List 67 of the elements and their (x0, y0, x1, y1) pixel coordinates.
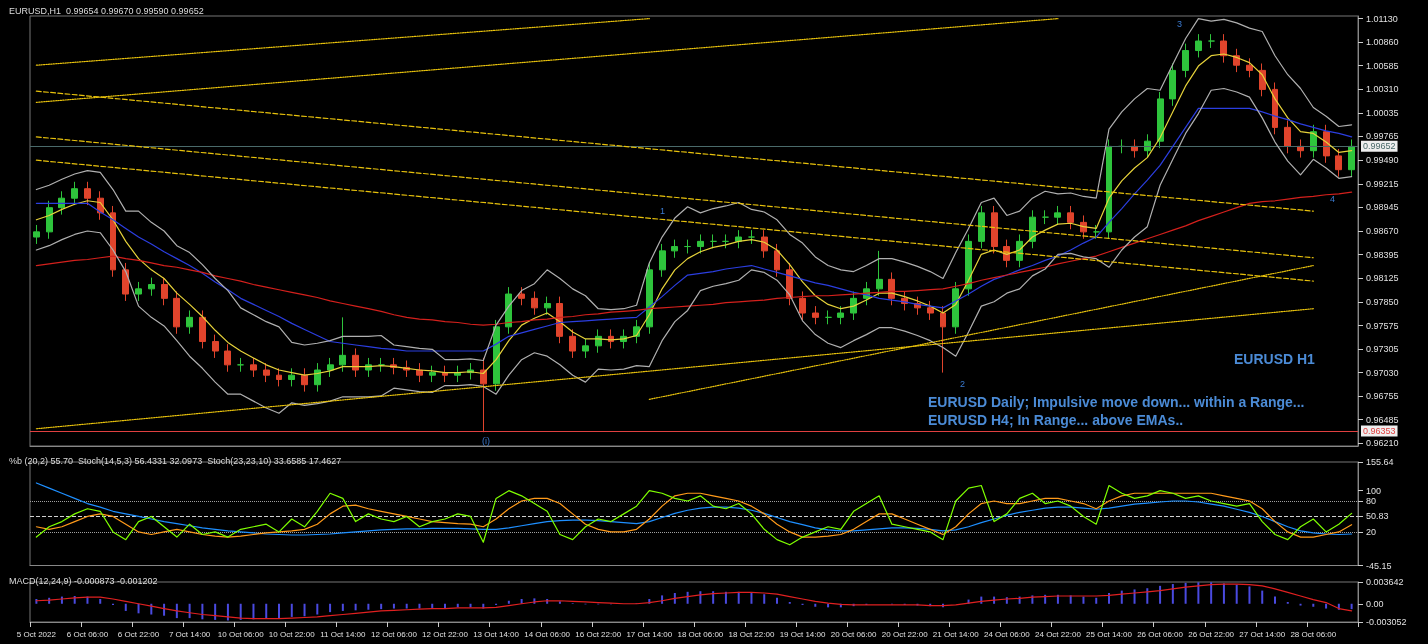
y-tick-label: 0.96755 (1366, 391, 1399, 402)
annotation: 3 (1177, 18, 1183, 29)
y-tick-label: 0.98670 (1366, 226, 1399, 236)
y-tick-label: 0.98395 (1366, 249, 1399, 260)
x-tick-label: 18 Oct 22:00 (728, 629, 775, 639)
y-tick-label: 80 (1366, 495, 1377, 506)
y-tick-label: 0.99490 (1366, 155, 1399, 166)
y-tick-label: 0.96210 (1366, 438, 1399, 449)
chart-title: %b (20,2) 55.70 Stoch(14,5,3) 56.4331 32.0973 Stoch(23,23,10) 33.6585 17.4627 (9, 455, 342, 466)
y-tick-label: 1.01130 (1366, 13, 1398, 24)
chart-title: EURUSD,H1 0.99654 0.99670 0.99590 0.99652 (9, 5, 204, 16)
y-tick-label: 0.97305 (1366, 343, 1399, 354)
x-tick-label: 27 Oct 14:00 (1239, 629, 1286, 639)
x-tick-label: 6 Oct 22:00 (117, 629, 160, 639)
y-tick-label: 0.99215 (1366, 178, 1399, 189)
x-tick-label: 7 Oct 14:00 (168, 629, 211, 639)
y-tick-label: 1.00035 (1366, 108, 1399, 119)
y-tick-label: 0.96485 (1366, 414, 1399, 425)
y-tick-label: 0.98125 (1366, 273, 1399, 284)
annotation: EURUSD Daily; Impulsive move down... within a Range... (928, 394, 1305, 410)
x-tick-label: 20 Oct 06:00 (830, 629, 878, 639)
annotation: EURUSD H1 (1234, 351, 1316, 367)
x-tick-label: 5 Oct 2022 (16, 629, 57, 639)
x-tick-label: 13 Oct 14:00 (473, 629, 520, 639)
x-tick-label: 18 Oct 06:00 (677, 629, 724, 639)
x-tick-label: 12 Oct 22:00 (422, 629, 469, 639)
x-tick-label: 26 Oct 06:00 (1137, 629, 1184, 639)
x-tick-label: 24 Oct 22:00 (1035, 629, 1082, 639)
y-tick-label: 0.99765 (1366, 131, 1399, 142)
x-tick-label: 12 Oct 06:00 (371, 629, 418, 639)
chart-title: MACD(12,24,9) -0.000873 -0.001202 (9, 575, 158, 586)
y-tick-label: 20 (1366, 526, 1377, 537)
x-tick-label: 19 Oct 14:00 (779, 629, 826, 639)
y-tick-label: -0.003052 (1366, 617, 1407, 627)
y-tick-label: 0.97030 (1366, 367, 1399, 378)
x-tick-label: 16 Oct 22:00 (575, 629, 622, 639)
annotation: 4 (1330, 193, 1336, 204)
x-tick-label: 17 Oct 14:00 (626, 629, 673, 639)
x-tick-label: 26 Oct 22:00 (1188, 629, 1235, 639)
x-tick-label: 6 Oct 06:00 (66, 629, 109, 639)
annotation: (i) (482, 435, 490, 446)
x-tick-label: 21 Oct 14:00 (932, 629, 980, 639)
annotation: 1 (660, 205, 666, 216)
y-tick-label: -45.15 (1366, 560, 1392, 571)
y-tick-label: 0.97850 (1366, 296, 1399, 307)
y-tick-label: 0.00 (1366, 598, 1384, 609)
y-tick-label: 0.97575 (1366, 320, 1399, 331)
y-tick-label: 1.00310 (1366, 84, 1399, 95)
ref-line-label: 0.96353 (1363, 426, 1396, 437)
x-tick-label: 11 Oct 14:00 (320, 629, 366, 639)
y-tick-label: 1.00860 (1366, 36, 1399, 47)
ref-line-label: 0.99652 (1363, 141, 1396, 152)
x-tick-label: 25 Oct 14:00 (1086, 629, 1133, 639)
y-tick-label: 155.64 (1366, 457, 1394, 467)
y-tick-label: 1.00585 (1366, 60, 1399, 71)
y-tick-label: 50.83 (1366, 511, 1389, 522)
x-tick-label: 14 Oct 06:00 (524, 629, 571, 639)
x-tick-label: 10 Oct 22:00 (268, 629, 316, 639)
annotation: 2 (960, 378, 966, 389)
y-tick-label: 0.98945 (1366, 202, 1399, 213)
x-tick-label: 10 Oct 06:00 (217, 629, 265, 639)
y-tick-label: 100 (1366, 485, 1382, 496)
x-tick-label: 20 Oct 22:00 (881, 629, 929, 639)
y-tick-label: 0.003642 (1366, 577, 1404, 587)
x-tick-label: 28 Oct 06:00 (1290, 629, 1337, 639)
x-tick-label: 24 Oct 06:00 (983, 629, 1031, 639)
annotation: EURUSD H4; In Range... above EMAs.. (928, 412, 1184, 428)
